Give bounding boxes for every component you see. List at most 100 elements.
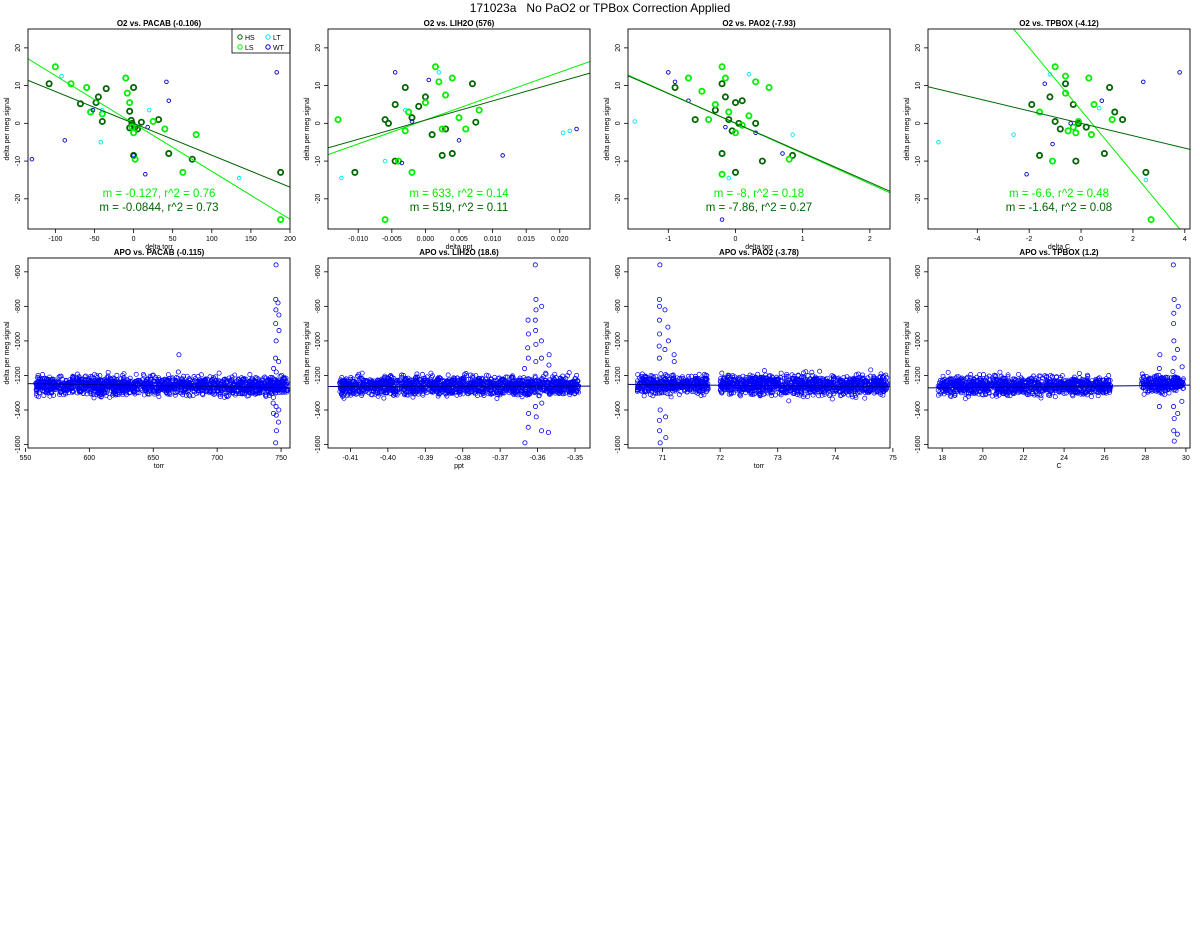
data-point-WT bbox=[723, 124, 728, 130]
apo-point bbox=[385, 385, 391, 391]
apo-spike-point bbox=[656, 355, 662, 361]
apo-spike-point bbox=[657, 407, 663, 413]
legend-label-HS: HS bbox=[245, 35, 255, 42]
apo-point bbox=[566, 380, 572, 386]
x-tick-label: 600 bbox=[84, 455, 96, 462]
x-axis-label: ppt bbox=[454, 463, 464, 470]
apo-point bbox=[77, 378, 83, 384]
data-point-WT bbox=[164, 79, 169, 85]
data-point-HS bbox=[277, 168, 285, 176]
data-point-LS bbox=[442, 91, 450, 99]
apo-point bbox=[822, 391, 828, 397]
x-tick-label: 100 bbox=[206, 236, 218, 243]
apo-point bbox=[647, 392, 653, 397]
data-point-LT bbox=[59, 73, 64, 79]
apo-spike-point bbox=[665, 338, 671, 344]
plot-frame bbox=[927, 28, 1191, 230]
apo-point bbox=[743, 374, 749, 380]
apo-point bbox=[429, 375, 435, 381]
apo-point bbox=[822, 389, 828, 395]
apo-point bbox=[850, 394, 856, 400]
plot-area bbox=[928, 262, 1190, 444]
data-point-WT bbox=[1042, 81, 1047, 86]
apo-point bbox=[147, 387, 153, 393]
apo-spike-point bbox=[525, 317, 531, 323]
apo-point bbox=[738, 387, 744, 393]
apo-point bbox=[639, 388, 645, 394]
apo-point bbox=[59, 382, 65, 388]
apo-point bbox=[810, 385, 816, 391]
apo-point bbox=[552, 371, 558, 377]
data-point-HS bbox=[421, 93, 429, 101]
apo-point bbox=[685, 374, 691, 379]
y-tick-label: -20 bbox=[315, 194, 322, 204]
apo-point bbox=[445, 372, 451, 378]
apo-point bbox=[778, 392, 784, 398]
apo-point bbox=[806, 380, 812, 386]
apo-point bbox=[692, 376, 698, 382]
apo-point bbox=[879, 374, 885, 380]
apo-point bbox=[198, 379, 203, 385]
apo-point bbox=[461, 379, 467, 385]
y-tick-label: -1400 bbox=[615, 401, 622, 419]
apo-point bbox=[240, 385, 246, 391]
apo-point bbox=[543, 378, 548, 384]
data-point-HS bbox=[381, 116, 389, 124]
y-tick-label: -20 bbox=[15, 194, 22, 204]
apo-point bbox=[755, 371, 761, 377]
apo-point bbox=[402, 382, 408, 388]
plot-area bbox=[328, 262, 590, 446]
apo-point bbox=[801, 370, 806, 376]
y-tick-label: -1200 bbox=[615, 366, 622, 384]
apo-point bbox=[658, 371, 664, 377]
apo-point bbox=[88, 383, 94, 389]
fit-line-LS bbox=[28, 58, 290, 220]
apo-point bbox=[238, 391, 244, 397]
apo-point bbox=[736, 376, 742, 381]
apo-point bbox=[857, 390, 863, 395]
y-axis-label: delta per meg signal bbox=[904, 97, 911, 160]
apo-point bbox=[700, 376, 706, 382]
data-point-HS bbox=[718, 150, 726, 158]
data-point-LT bbox=[236, 175, 242, 181]
apo-point bbox=[846, 387, 852, 393]
apo-point bbox=[200, 392, 206, 398]
plot-area bbox=[28, 58, 290, 224]
apo-point bbox=[48, 384, 54, 390]
apo-point bbox=[543, 370, 549, 376]
apo-point bbox=[257, 390, 262, 396]
apo-point bbox=[249, 390, 255, 396]
apo-point bbox=[501, 383, 507, 389]
apo-point bbox=[167, 392, 173, 398]
apo-point bbox=[519, 394, 525, 400]
apo-point bbox=[237, 378, 243, 384]
apo-point bbox=[639, 371, 645, 377]
data-point-HS bbox=[408, 114, 416, 122]
fit-annotation-LS: m = 633, r^2 = 0.14 bbox=[409, 188, 509, 200]
data-point-LT bbox=[726, 175, 732, 181]
apo-spike-point bbox=[525, 424, 531, 430]
apo-point bbox=[802, 392, 808, 398]
data-point-LS bbox=[684, 74, 692, 82]
apo-point bbox=[165, 387, 170, 393]
apo-point bbox=[522, 391, 528, 397]
x-axis-label: delta torr bbox=[145, 244, 173, 251]
apo-point bbox=[82, 381, 88, 386]
apo-point bbox=[415, 385, 421, 391]
x-tick-label: 50 bbox=[169, 236, 177, 243]
x-tick-label: 0 bbox=[1079, 236, 1083, 243]
legend-marker-LS bbox=[237, 44, 243, 50]
apo-point bbox=[878, 371, 884, 377]
fit-line bbox=[628, 383, 890, 388]
apo-point bbox=[355, 373, 361, 379]
apo-point bbox=[881, 389, 887, 394]
y-tick-label: -1400 bbox=[15, 401, 22, 419]
fit-line-HS bbox=[628, 75, 890, 192]
apo-point bbox=[437, 375, 443, 381]
apo-point bbox=[381, 395, 387, 401]
plot-area bbox=[628, 63, 890, 222]
y-tick-label: 10 bbox=[615, 82, 622, 90]
apo-point bbox=[804, 394, 810, 399]
panel-title: O2 vs. PAO2 (-7.93) bbox=[722, 19, 796, 28]
legend-label-LS: LS bbox=[245, 45, 254, 52]
